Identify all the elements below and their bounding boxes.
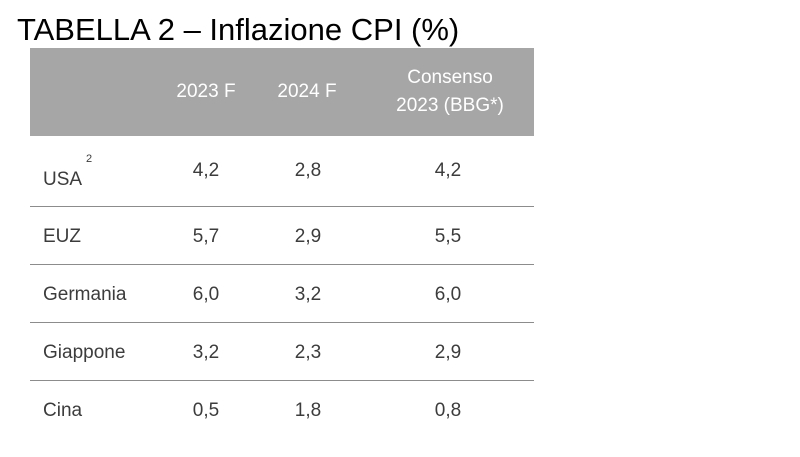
value-consensus: 2,9 — [434, 342, 462, 363]
table-row-usa: USA 2 4,2 2,8 4,2 — [30, 136, 534, 207]
header-consensus-line1: Consenso — [407, 67, 493, 88]
value-2024f: 3,2 — [294, 284, 322, 305]
value-2024f: 1,8 — [294, 400, 322, 421]
value-2024f: 2,3 — [294, 342, 322, 363]
header-2024f: 2024 F — [277, 81, 337, 102]
row-label: Cina — [43, 400, 83, 421]
inflation-table: 2023 F 2024 F Consenso 2023 (BBG*) USA 2… — [30, 48, 534, 438]
value-consensus: 5,5 — [434, 226, 462, 247]
value-2024f: 2,8 — [294, 160, 322, 181]
row-label: Giappone — [43, 342, 126, 363]
table-row-germania: Germania 6,0 3,2 6,0 — [30, 265, 534, 323]
row-label: Germania — [43, 284, 127, 305]
value-2023f: 5,7 — [192, 226, 220, 247]
value-2023f: 4,2 — [192, 160, 220, 181]
value-2023f: 6,0 — [192, 284, 220, 305]
table-title: TABELLA 2 – Inflazione CPI (%) — [17, 12, 460, 47]
table-row-giappone: Giappone 3,2 2,3 2,9 — [30, 323, 534, 381]
value-consensus: 6,0 — [434, 284, 462, 305]
row-label: USA — [43, 169, 83, 190]
header-consensus-line2: 2023 (BBG*) — [396, 95, 504, 116]
value-2023f: 0,5 — [192, 400, 220, 421]
table-row-euz: EUZ 5,7 2,9 5,5 — [30, 207, 534, 265]
header-2023f: 2023 F — [176, 81, 236, 102]
value-2024f: 2,9 — [294, 226, 322, 247]
value-2023f: 3,2 — [192, 342, 220, 363]
table-row-cina: Cina 0,5 1,8 0,8 — [30, 381, 534, 438]
table-header: 2023 F 2024 F Consenso 2023 (BBG*) — [30, 48, 534, 136]
row-label: EUZ — [43, 226, 81, 247]
footnote-marker: 2 — [86, 153, 93, 165]
value-consensus: 0,8 — [434, 400, 462, 421]
value-consensus: 4,2 — [434, 160, 462, 181]
